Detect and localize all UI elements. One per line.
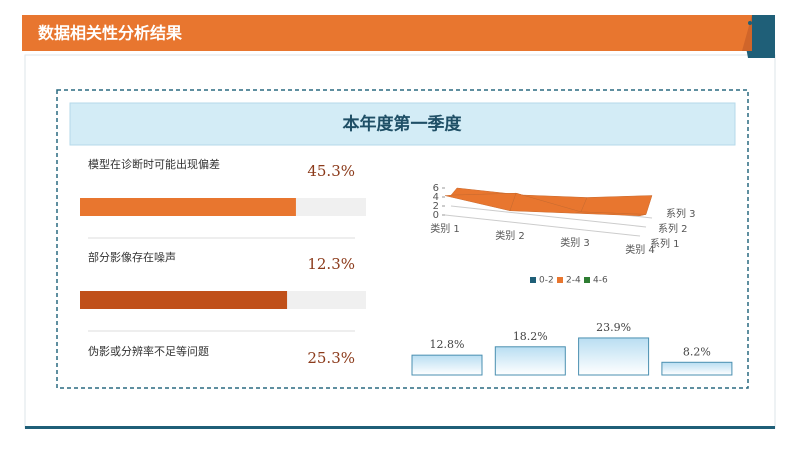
legend-swatch bbox=[557, 277, 563, 283]
panel-bottom bbox=[25, 426, 775, 429]
z-tick-label: 4 bbox=[433, 192, 439, 203]
legend-swatch bbox=[584, 277, 590, 283]
bar-label: 18.2% bbox=[513, 330, 548, 343]
bar-fill bbox=[80, 198, 296, 216]
surface-patch bbox=[580, 195, 653, 215]
bar-label: 23.9% bbox=[596, 321, 631, 334]
item-label: 伪影或分辨率不足等问题 bbox=[88, 344, 209, 358]
category-label: 类别 3 bbox=[560, 236, 590, 249]
category-label: 类别 2 bbox=[495, 229, 525, 242]
legend-label: 0-2 bbox=[539, 276, 554, 286]
bar bbox=[661, 361, 733, 376]
legend-label: 2-4 bbox=[566, 276, 581, 286]
series-label: 系列 3 bbox=[666, 207, 696, 220]
item-value: 12.3% bbox=[307, 255, 355, 273]
item-label: 部分影像存在噪声 bbox=[88, 250, 176, 264]
legend-label: 4-6 bbox=[593, 276, 608, 286]
category-label: 类别 4 bbox=[625, 243, 655, 256]
surface-patch bbox=[574, 211, 647, 217]
floor-line bbox=[444, 214, 641, 237]
bar-label: 12.8% bbox=[430, 338, 465, 351]
header-bar bbox=[22, 15, 752, 51]
z-tick-label: 0 bbox=[433, 210, 439, 221]
item-value: 45.3% bbox=[307, 162, 355, 180]
section-box bbox=[69, 102, 736, 146]
bar-fill bbox=[80, 291, 288, 309]
bar bbox=[494, 346, 566, 376]
section-title: 本年度第一季度 bbox=[343, 114, 463, 135]
item-label: 模型在诊断时可能出现偏差 bbox=[88, 157, 220, 171]
bar-label: 8.2% bbox=[683, 345, 711, 358]
series-label: 系列 1 bbox=[650, 237, 680, 250]
floor-line bbox=[450, 205, 647, 228]
dot bbox=[748, 21, 752, 25]
legend-swatch bbox=[530, 277, 536, 283]
dashed-frame bbox=[56, 89, 749, 389]
bar bbox=[411, 354, 483, 376]
series-label: 系列 2 bbox=[658, 222, 688, 235]
item-value: 25.3% bbox=[307, 349, 355, 367]
z-tick-label: 2 bbox=[433, 201, 439, 212]
header-title: 数据相关性分析结果 bbox=[38, 24, 182, 43]
category-label: 类别 1 bbox=[430, 222, 460, 235]
bar bbox=[578, 337, 650, 376]
z-tick-label: 6 bbox=[433, 183, 439, 194]
